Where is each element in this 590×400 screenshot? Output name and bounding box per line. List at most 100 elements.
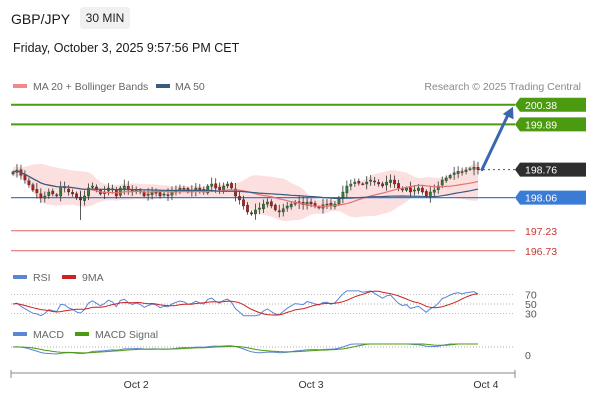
candle-body bbox=[246, 204, 249, 213]
candle-body bbox=[51, 190, 55, 195]
candle-body bbox=[142, 191, 146, 197]
datetime-label: Friday, October 3, 2025 9:57:56 PM CET bbox=[13, 41, 240, 55]
level-labels: 200.38 199.89 198.76 198.06 197.23 196.73 bbox=[515, 97, 586, 258]
level-label-resistance-0: 200.38 bbox=[525, 100, 557, 112]
forecast-arrow-head bbox=[502, 106, 514, 120]
main-legend: MA 20 + Bollinger Bands MA 50 Research ©… bbox=[13, 81, 581, 93]
legend-label-macd-signal: MACD Signal bbox=[95, 329, 158, 341]
source-label: Research © 2025 Trading Central bbox=[424, 81, 581, 93]
candle-body bbox=[154, 192, 158, 194]
symbol-title: GBP/JPY bbox=[11, 11, 71, 27]
ma50-line bbox=[12, 170, 479, 200]
candle-body bbox=[325, 203, 329, 206]
candle-body bbox=[258, 207, 261, 210]
level-box-resistance-1 bbox=[515, 117, 586, 132]
legend-swatch-ma50 bbox=[156, 84, 170, 88]
rsi-level-label: 30 bbox=[525, 308, 537, 320]
level-label-pivot-3: 198.06 bbox=[525, 193, 557, 205]
candle-body bbox=[472, 167, 476, 170]
candle-body bbox=[361, 183, 365, 185]
candle-body bbox=[75, 193, 78, 199]
candle-body bbox=[393, 179, 396, 185]
candle-body bbox=[122, 185, 126, 190]
legend-swatch-rsi bbox=[13, 275, 27, 279]
candle-body bbox=[289, 203, 293, 208]
macd-legend: MACD MACD Signal bbox=[13, 329, 158, 341]
level-box-resistance-0 bbox=[515, 97, 586, 112]
forecast-arrow-group bbox=[480, 106, 514, 172]
legend-label-macd: MACD bbox=[33, 329, 64, 341]
timeframe-badge[interactable]: 30 MIN bbox=[80, 7, 130, 29]
level-box-pivot-3 bbox=[515, 190, 586, 205]
candle-body bbox=[226, 183, 229, 187]
candle-body bbox=[265, 201, 269, 205]
candle-body bbox=[349, 183, 353, 187]
candle-body bbox=[27, 180, 31, 185]
macd-signal-line bbox=[13, 343, 478, 354]
candle-body bbox=[285, 205, 289, 209]
candle-body bbox=[405, 187, 408, 191]
candle-body bbox=[43, 195, 47, 199]
rsi-level-label: 70 bbox=[525, 290, 537, 302]
forecast-arrow bbox=[480, 111, 511, 172]
legend-label-ma20: MA 20 + Bollinger Bands bbox=[33, 81, 148, 93]
rsi-legend: RSI 9MA bbox=[13, 272, 104, 284]
legend-label-rsi-ma: 9MA bbox=[82, 272, 104, 284]
candle-body bbox=[432, 189, 436, 193]
candle-body bbox=[146, 193, 150, 196]
candle-body bbox=[59, 187, 63, 197]
candle-body bbox=[91, 185, 94, 188]
candle-body bbox=[158, 192, 162, 197]
legend-swatch-ma20 bbox=[13, 84, 27, 88]
candle-body bbox=[413, 189, 416, 192]
candle-body bbox=[269, 201, 273, 207]
legend-label-rsi: RSI bbox=[33, 272, 51, 284]
legend-label-ma50: MA 50 bbox=[175, 81, 205, 93]
macd-panel: 0 bbox=[11, 343, 531, 362]
candle-body bbox=[345, 185, 349, 194]
candle-body bbox=[238, 196, 241, 201]
macd-zero-label: 0 bbox=[525, 350, 531, 362]
candle-body bbox=[341, 191, 345, 198]
candle-body bbox=[365, 181, 369, 185]
candle-body bbox=[460, 171, 464, 173]
level-box-last-2 bbox=[515, 162, 586, 177]
candle-body bbox=[468, 168, 472, 170]
candle-body bbox=[47, 191, 51, 196]
candle-body bbox=[373, 180, 377, 183]
x-tick-label: Oct 2 bbox=[124, 379, 149, 391]
candle-body bbox=[234, 188, 237, 197]
candle-body bbox=[377, 182, 381, 185]
candle-body bbox=[424, 191, 428, 197]
x-axis: Oct 2 Oct 3 Oct 4 bbox=[10, 370, 516, 391]
level-label-support-5: 196.73 bbox=[525, 246, 557, 258]
candle-body bbox=[198, 187, 202, 191]
candle-body bbox=[273, 204, 277, 211]
candle-body bbox=[417, 187, 420, 191]
level-label-resistance-1: 199.89 bbox=[525, 119, 557, 131]
candle-body bbox=[277, 210, 281, 213]
candle-body bbox=[353, 181, 357, 184]
legend-swatch-macd-signal bbox=[75, 332, 89, 336]
candle-body bbox=[214, 183, 218, 189]
price-levels bbox=[11, 103, 515, 252]
candle-body bbox=[242, 199, 245, 207]
rsi-ma-line bbox=[12, 290, 479, 316]
candle-body bbox=[210, 183, 214, 187]
legend-swatch-rsi-ma bbox=[62, 275, 76, 279]
candle-body bbox=[369, 179, 373, 182]
candle-body bbox=[448, 175, 452, 179]
candle-body bbox=[55, 194, 59, 197]
candle-body bbox=[444, 177, 448, 181]
candle-body bbox=[381, 183, 384, 187]
rsi-line bbox=[12, 290, 479, 317]
candle-body bbox=[281, 208, 285, 213]
candle-body bbox=[71, 192, 74, 195]
candle-body bbox=[218, 186, 222, 191]
candle-body bbox=[166, 194, 170, 196]
level-label-support-4: 197.23 bbox=[525, 226, 557, 238]
candle-body bbox=[440, 179, 444, 186]
